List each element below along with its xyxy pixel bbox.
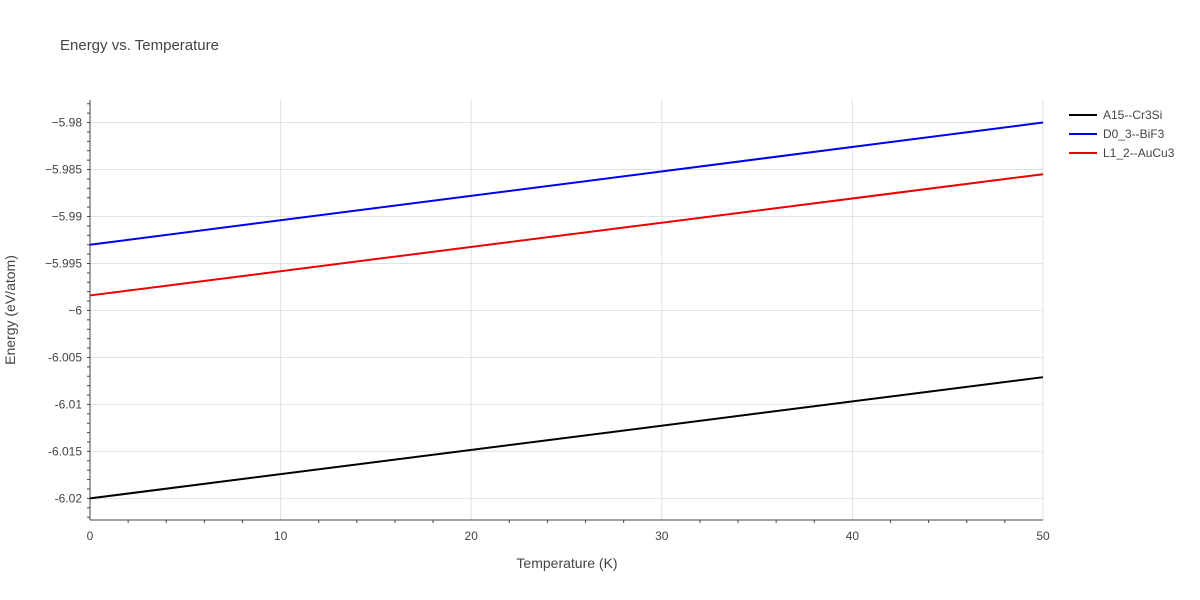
legend: A15--Cr3Si D0_3--BiF3 L1_2--AuCu3 xyxy=(1069,108,1175,160)
axes: 0 10 20 30 40 50 −5.98 −5.985 −5.99 −5.995 −6 -6.00… xyxy=(45,100,1050,543)
series-line-A15--Cr3Si xyxy=(89,376,1044,500)
y-tick-label: -6.02 xyxy=(55,491,83,505)
x-axis-title: Temperature (K) xyxy=(516,555,617,571)
y-tick-label: -6.01 xyxy=(55,397,83,411)
y-tick-label: -6.015 xyxy=(48,444,82,458)
series-line-L1_2--AuCu3 xyxy=(89,173,1044,297)
series-line-D0_3--BiF3 xyxy=(89,121,1044,246)
y-tick-label: −5.98 xyxy=(52,116,83,130)
legend-item[interactable]: A15--Cr3Si xyxy=(1069,108,1162,122)
x-tick-label: 10 xyxy=(274,529,288,543)
chart-title: Energy vs. Temperature xyxy=(60,37,219,54)
legend-label: D0_3--BiF3 xyxy=(1103,127,1165,141)
y-tick-label: −5.985 xyxy=(45,163,82,177)
x-tick-label: 0 xyxy=(87,529,94,543)
legend-label: A15--Cr3Si xyxy=(1103,108,1162,122)
y-tick-label: −5.99 xyxy=(52,210,83,224)
legend-item[interactable]: L1_2--AuCu3 xyxy=(1069,146,1175,160)
series-lines xyxy=(89,121,1044,500)
x-tick-label: 20 xyxy=(465,529,479,543)
legend-label: L1_2--AuCu3 xyxy=(1103,146,1175,160)
x-tick-label: 50 xyxy=(1036,529,1050,543)
y-tick-label: −6 xyxy=(68,303,82,317)
y-tick-label: −5.995 xyxy=(45,256,82,270)
x-tick-label: 40 xyxy=(846,529,860,543)
grid xyxy=(89,100,1044,520)
y-axis-title: Energy (eV/atom) xyxy=(2,255,18,365)
y-tick-label: -6.005 xyxy=(48,350,82,364)
legend-item[interactable]: D0_3--BiF3 xyxy=(1069,127,1165,141)
x-tick-label: 30 xyxy=(655,529,669,543)
